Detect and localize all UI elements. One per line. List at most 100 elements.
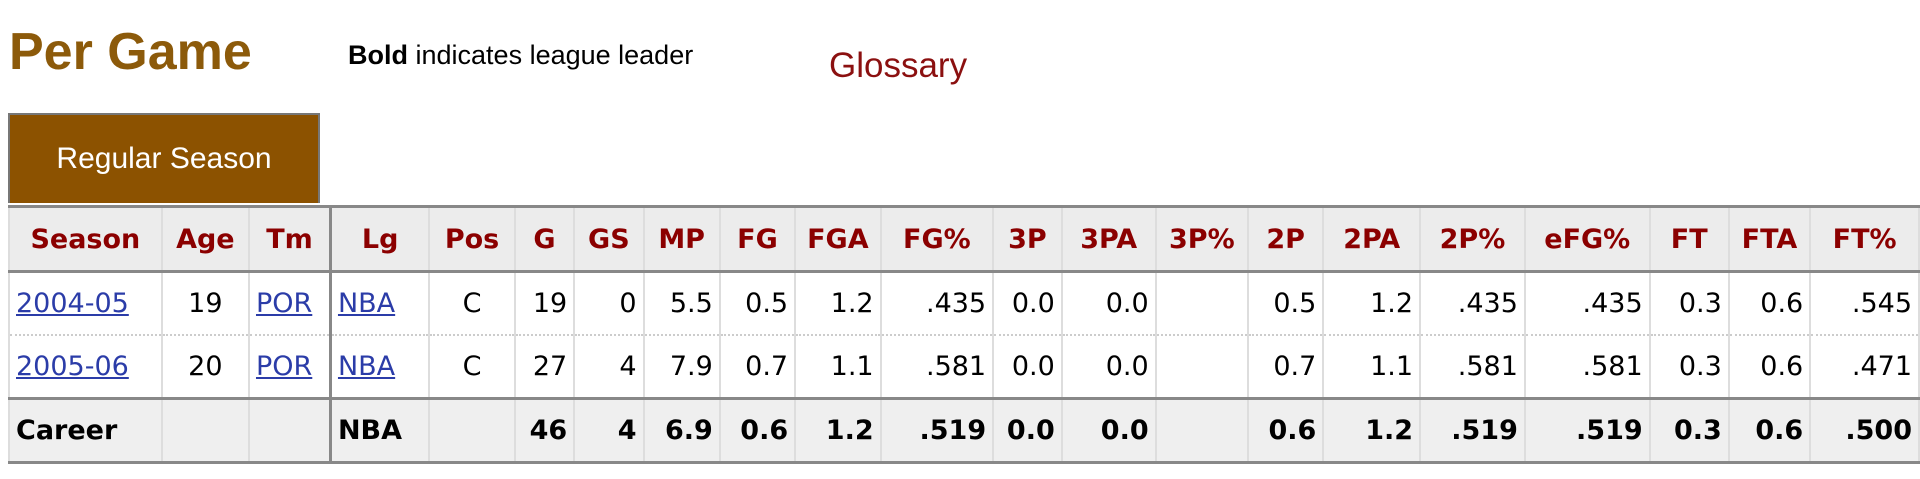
cell-ft-pct: .545 (1809, 271, 1920, 336)
career-cell-2pa: 1.2 (1322, 397, 1422, 464)
cell-fg: 0.7 (718, 335, 797, 399)
column-header-ft[interactable]: FT (1648, 205, 1730, 273)
career-cell-2p: 0.6 (1246, 397, 1325, 464)
tab-regular-season[interactable]: Regular Season (8, 113, 320, 203)
column-header-efg-pct[interactable]: eFG% (1523, 205, 1651, 273)
column-header-g[interactable]: G (513, 205, 576, 273)
career-cell-fg: 0.6 (718, 397, 797, 464)
note-bold: Bold (348, 40, 408, 70)
cell-season: 2005-06 (8, 335, 163, 399)
cell-fg-pct: .581 (879, 335, 995, 399)
bold-note: Bold indicates league leader (348, 40, 693, 71)
cell-fta: 0.6 (1727, 335, 1812, 399)
column-header-fga[interactable]: FGA (794, 205, 882, 273)
career-cell-3p-pct (1154, 397, 1250, 464)
column-header-mp[interactable]: MP (642, 205, 721, 273)
career-cell-fta: 0.6 (1727, 397, 1812, 464)
cell-2pa: 1.1 (1322, 335, 1422, 399)
per-game-table-container: Season Age Tm Lg Pos G GS MP FG FGA FG% 3P 3PA 3P% 2P 2… (8, 205, 1920, 464)
cell-fga: 1.2 (794, 271, 882, 336)
career-cell-2p-pct: .519 (1419, 397, 1526, 464)
cell-3p: 0.0 (992, 271, 1063, 336)
column-header-tm[interactable]: Tm (247, 205, 332, 273)
cell-age: 20 (160, 335, 250, 399)
table-row: 2004-05 19 POR NBA C 19 0 5.5 0.5 1.2.435 0.0 0.0 0.… (8, 271, 1920, 336)
column-header-ft-pct[interactable]: FT% (1809, 205, 1920, 273)
column-header-gs[interactable]: GS (573, 205, 645, 273)
column-header-pos[interactable]: Pos (428, 205, 516, 273)
career-cell-fga: 1.2 (794, 397, 882, 464)
cell-2p-pct: .581 (1419, 335, 1526, 399)
column-header-age[interactable]: Age (160, 205, 250, 273)
career-cell-pos (428, 397, 516, 464)
cell-fg: 0.5 (718, 271, 797, 336)
cell-efg-pct: .581 (1523, 335, 1651, 399)
column-header-season[interactable]: Season (8, 205, 163, 273)
cell-fg-pct: .435 (879, 271, 995, 336)
column-header-fta[interactable]: FTA (1727, 205, 1812, 273)
cell-gs: 4 (573, 335, 645, 399)
column-header-3p[interactable]: 3P (992, 205, 1063, 273)
column-header-2p-pct[interactable]: 2P% (1419, 205, 1526, 273)
cell-g: 19 (513, 271, 576, 336)
column-header-2pa[interactable]: 2PA (1322, 205, 1422, 273)
column-header-fg[interactable]: FG (718, 205, 797, 273)
cell-2p-pct: .435 (1419, 271, 1526, 336)
cell-3pa: 0.0 (1060, 335, 1157, 399)
career-cell-lg: NBA (329, 397, 431, 464)
cell-tm: POR (247, 335, 332, 399)
cell-pos: C (428, 335, 516, 399)
career-cell-fg-pct: .519 (879, 397, 995, 464)
cell-mp: 7.9 (642, 335, 721, 399)
league-link[interactable]: NBA (337, 288, 396, 319)
cell-fga: 1.1 (794, 335, 882, 399)
team-link[interactable]: POR (255, 288, 313, 319)
glossary-link[interactable]: Glossary (829, 46, 968, 85)
career-cell-mp: 6.9 (642, 397, 721, 464)
table-row: 2005-06 20 POR NBA C 27 4 7.9 0.7 1.1.581 0.0 0.0 0.… (8, 335, 1920, 399)
career-cell-gs: 4 (573, 397, 645, 464)
league-link[interactable]: NBA (337, 351, 396, 382)
season-link[interactable]: 2004-05 (16, 288, 129, 319)
cell-ft-pct: .471 (1809, 335, 1920, 399)
cell-3p-pct (1154, 335, 1250, 399)
cell-pos: C (428, 271, 516, 336)
cell-3pa: 0.0 (1060, 271, 1157, 336)
note-text: indicates league leader (408, 40, 694, 70)
column-header-lg[interactable]: Lg (329, 205, 431, 273)
cell-2p: 0.7 (1246, 335, 1325, 399)
cell-2pa: 1.2 (1322, 271, 1422, 336)
season-link[interactable]: 2005-06 (16, 351, 129, 382)
cell-3p: 0.0 (992, 335, 1063, 399)
cell-g: 27 (513, 335, 576, 399)
cell-lg: NBA (329, 335, 431, 399)
cell-mp: 5.5 (642, 271, 721, 336)
column-header-fg-pct[interactable]: FG% (879, 205, 995, 273)
cell-2p: 0.5 (1246, 271, 1325, 336)
cell-age: 19 (160, 271, 250, 336)
column-header-3pa[interactable]: 3PA (1060, 205, 1157, 273)
per-game-table: Season Age Tm Lg Pos G GS MP FG FGA FG% 3P 3PA 3P% 2P 2… (8, 205, 1920, 464)
cell-efg-pct: .435 (1523, 271, 1651, 336)
table-header-row: Season Age Tm Lg Pos G GS MP FG FGA FG% 3P 3PA 3P% 2P 2… (8, 205, 1920, 273)
career-cell-age (160, 397, 250, 464)
cell-lg: NBA (329, 271, 431, 336)
career-cell-ft-pct: .500 (1809, 397, 1920, 464)
cell-ft: 0.3 (1648, 335, 1730, 399)
column-header-3p-pct[interactable]: 3P% (1154, 205, 1250, 273)
cell-ft: 0.3 (1648, 271, 1730, 336)
team-link[interactable]: POR (255, 351, 313, 382)
column-header-2p[interactable]: 2P (1246, 205, 1325, 273)
career-cell-ft: 0.3 (1648, 397, 1730, 464)
cell-gs: 0 (573, 271, 645, 336)
page-title: Per Game (9, 23, 252, 81)
cell-season: 2004-05 (8, 271, 163, 336)
cell-tm: POR (247, 271, 332, 336)
career-cell-3pa: 0.0 (1060, 397, 1157, 464)
career-cell-efg-pct: .519 (1523, 397, 1651, 464)
cell-fta: 0.6 (1727, 271, 1812, 336)
career-cell-g: 46 (513, 397, 576, 464)
career-cell-tm (247, 397, 332, 464)
career-row: Career NBA 46 4 6.9 0.6 1.2.519 0.0 0.0 0.6 1.2.51… (8, 397, 1920, 464)
career-cell-season: Career (8, 397, 163, 464)
